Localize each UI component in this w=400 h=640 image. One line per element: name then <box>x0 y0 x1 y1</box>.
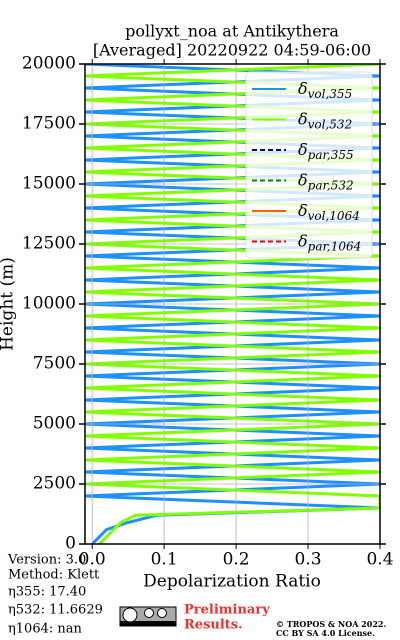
info-line: η532: 11.6629 <box>8 603 103 618</box>
copyright: CC BY SA 4.0 License. <box>276 628 375 638</box>
x-axis-label: Depolarization Ratio <box>143 572 321 592</box>
plot-frame <box>84 63 381 545</box>
x-tick-label: 0.4 <box>366 550 393 570</box>
cc-logo <box>119 606 177 627</box>
legend-label: δpar,1064 <box>298 231 361 253</box>
legend: δvol,355 δvol,532 δpar,355 δpar,532 δvol,106… <box>245 71 373 259</box>
notice: Preliminary <box>184 603 270 618</box>
y-tick-label: 15000 <box>22 174 76 194</box>
y-tick-label: 2500 <box>33 474 76 494</box>
title-line: [Averaged] 20220922 04:59-06:00 <box>93 41 371 60</box>
x-tick-label: 0.2 <box>223 550 250 570</box>
title-line: pollyxt_noa at Antikythera <box>125 22 339 41</box>
x-tick-label: 0.1 <box>151 550 178 570</box>
y-tick-label: 20000 <box>22 54 76 74</box>
y-axis-label: Height (m) <box>0 257 18 351</box>
legend-label: δvol,355 <box>298 79 352 101</box>
info-line: Method: Klett <box>8 568 100 583</box>
y-tick-label: 5000 <box>33 414 76 434</box>
info-line: η1064: nan <box>8 622 83 637</box>
notice: Results. <box>184 618 243 633</box>
info-line: η355: 17.40 <box>8 585 86 600</box>
copyright: © TROPOS & NOA 2022. <box>276 619 386 629</box>
x-tick-label: 0.0 <box>79 550 106 570</box>
y-tick-label: 12500 <box>22 234 76 254</box>
legend-label: δvol,1064 <box>298 201 360 223</box>
y-tick-label: 0 <box>65 534 76 554</box>
legend-label: δvol,532 <box>298 109 352 131</box>
y-tick-label: 10000 <box>22 294 76 314</box>
y-tick-label: 17500 <box>22 114 76 134</box>
legend-label: δpar,355 <box>298 140 354 162</box>
x-tick-label: 0.3 <box>295 550 322 570</box>
info-line: Version: 3.0 <box>7 553 86 568</box>
y-tick-label: 7500 <box>33 354 76 374</box>
legend-label: δpar,532 <box>298 170 354 192</box>
